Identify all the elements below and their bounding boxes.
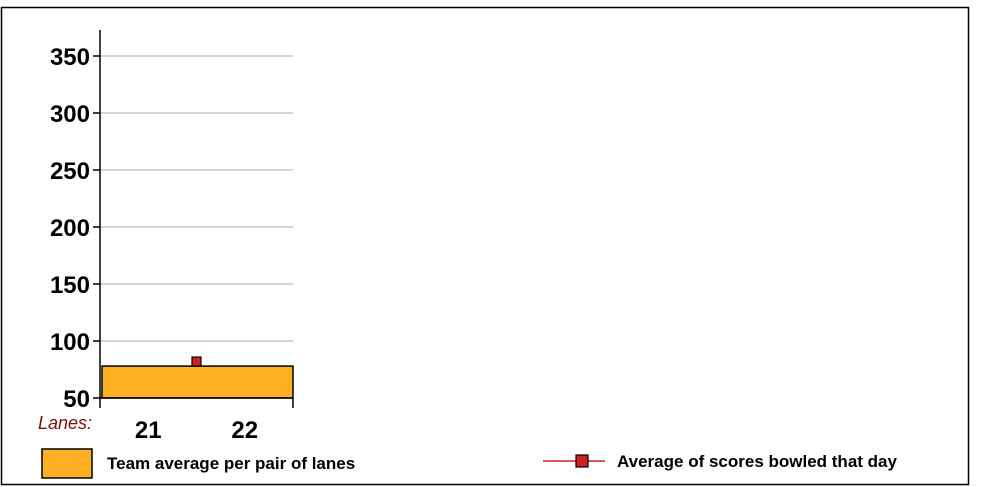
y-tick-label: 200 (50, 215, 90, 242)
bars (101, 365, 294, 399)
x-tick-labels: 21 22 (135, 417, 258, 444)
y-tick-label: 350 (50, 44, 90, 71)
axes (93, 30, 294, 408)
legend: Team average per pair of lanes Average o… (41, 448, 897, 479)
grid-lines (100, 55, 293, 342)
legend-label-bar: Team average per pair of lanes (107, 454, 355, 473)
markers (191, 356, 202, 367)
x-tick-label: 21 (135, 417, 162, 444)
y-tick-labels: 50 100 150 200 250 300 350 (50, 44, 90, 413)
legend-swatch-bar (41, 448, 93, 479)
legend-marker-square (575, 454, 589, 468)
x-tick-label: 22 (231, 417, 258, 444)
bar-lanes-21-22 (101, 365, 294, 399)
y-tick-label: 300 (50, 101, 90, 128)
average-marker (191, 356, 202, 367)
y-tick-label: 150 (50, 272, 90, 299)
legend-label-marker: Average of scores bowled that day (617, 452, 897, 471)
y-tick-label: 100 (50, 329, 90, 356)
y-tick-label: 50 (63, 386, 90, 413)
x-axis-label: Lanes: (38, 413, 92, 433)
chart-border (0, 6, 970, 486)
y-tick-label: 250 (50, 158, 90, 185)
